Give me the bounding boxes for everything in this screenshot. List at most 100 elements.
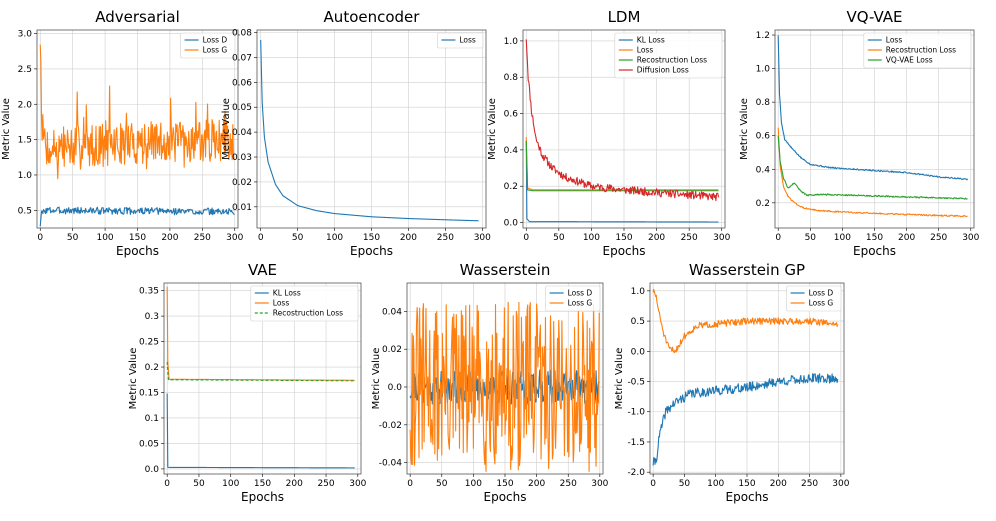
y-axis-label: Metric Value xyxy=(128,348,139,410)
legend-label: Loss xyxy=(637,46,654,55)
y-tick-label: 0.04 xyxy=(382,307,402,317)
legend-box xyxy=(863,32,972,69)
x-tick-label: 100 xyxy=(465,479,482,489)
x-tick-label: 50 xyxy=(292,233,304,243)
x-tick-label: 300 xyxy=(226,233,243,243)
x-tick-label: 150 xyxy=(615,233,632,243)
y-tick-label: 0.0 xyxy=(388,383,403,393)
legend-box xyxy=(180,32,236,59)
y-tick-label: 0.05 xyxy=(232,103,252,113)
legend-box xyxy=(614,32,723,79)
legend-label: KL Loss xyxy=(637,36,665,45)
legend-label: Loss D xyxy=(568,289,593,298)
y-tick-label: -0.04 xyxy=(379,459,403,469)
chart-title: VQ-VAE xyxy=(846,8,902,26)
x-tick-label: 150 xyxy=(129,233,146,243)
y-tick-label: 3.0 xyxy=(18,30,33,40)
legend-box xyxy=(545,285,601,312)
chart-title: Wasserstein xyxy=(460,261,551,279)
y-tick-label: 0.08 xyxy=(232,28,252,38)
y-tick-label: 0.8 xyxy=(504,73,519,83)
x-tick-label: 0 xyxy=(650,479,656,489)
x-tick-label: 200 xyxy=(770,479,787,489)
y-tick-label: 0.25 xyxy=(139,338,159,348)
y-tick-label: 0.15 xyxy=(139,389,159,399)
legend-label: Loss G xyxy=(203,46,228,55)
y-axis-label: Metric Value xyxy=(614,348,625,410)
x-tick-label: 0 xyxy=(407,479,413,489)
series-line-loss-g xyxy=(409,301,600,472)
legend-label: Loss xyxy=(273,299,290,308)
series-line-diffusion-loss xyxy=(525,39,720,202)
y-tick-label: 0.6 xyxy=(756,132,771,142)
legend-label: Recostruction Loss xyxy=(637,56,707,65)
legend-label: KL Loss xyxy=(273,289,301,298)
y-tick-label: 0.0 xyxy=(145,465,160,475)
chart-5: 0 50 100 150 200 250 300 0.0 0.05 0.1 0.15 0.2 0.25 0… xyxy=(128,261,367,504)
x-tick-label: 250 xyxy=(560,479,577,489)
x-axis-label: Epochs xyxy=(116,244,159,258)
x-tick-label: 250 xyxy=(437,233,454,243)
x-tick-label: 300 xyxy=(474,233,491,243)
chart-title: VAE xyxy=(248,261,277,279)
y-tick-label: 0.2 xyxy=(504,182,518,192)
y-tick-label: 0.5 xyxy=(631,317,645,327)
x-tick-label: 50 xyxy=(553,233,565,243)
y-tick-label: 0.4 xyxy=(756,165,771,175)
x-tick-label: 300 xyxy=(832,479,849,489)
y-tick-label: 2.5 xyxy=(18,65,32,75)
y-tick-label: 0.2 xyxy=(145,363,159,373)
x-tick-label: 0 xyxy=(258,233,264,243)
x-tick-label: 150 xyxy=(866,233,883,243)
x-tick-label: 200 xyxy=(898,233,915,243)
series-line-loss-d xyxy=(39,206,235,227)
y-axis-label: Metric Value xyxy=(739,98,750,160)
series-line-recostruction-loss xyxy=(525,140,719,192)
y-tick-label: 0.6 xyxy=(504,110,519,120)
y-tick-label: 1.0 xyxy=(756,65,771,75)
y-tick-label: -1.5 xyxy=(627,438,645,448)
x-tick-label: 0 xyxy=(523,233,529,243)
series-line-recostruction-loss xyxy=(166,361,355,382)
y-tick-label: 0.01 xyxy=(232,203,252,213)
y-tick-label: 0.02 xyxy=(382,345,402,355)
x-tick-label: 50 xyxy=(436,479,448,489)
x-tick-label: 300 xyxy=(349,479,366,489)
x-axis-label: Epochs xyxy=(241,490,284,504)
x-tick-label: 300 xyxy=(591,479,608,489)
legend-label: Loss D xyxy=(809,289,834,298)
x-tick-label: 0 xyxy=(775,233,781,243)
series-line-kl-loss xyxy=(166,393,355,469)
legend-label: Recostruction Loss xyxy=(886,46,956,55)
x-tick-label: 200 xyxy=(286,479,303,489)
y-tick-label: -0.5 xyxy=(627,378,645,388)
x-tick-label: 50 xyxy=(805,233,817,243)
x-tick-label: 100 xyxy=(707,479,724,489)
legend-label: Recostruction Loss xyxy=(273,309,343,318)
y-axis-label: Metric Value xyxy=(487,98,498,160)
y-tick-label: 2.0 xyxy=(18,100,33,110)
y-tick-label: -0.02 xyxy=(379,421,402,431)
x-tick-label: 150 xyxy=(254,479,271,489)
y-tick-label: 0.2 xyxy=(756,199,770,209)
x-tick-label: 200 xyxy=(528,479,545,489)
x-tick-label: 250 xyxy=(801,479,818,489)
chart-2: 0 50 100 150 200 250 300 0.01 0.02 0.03 0.04 0.05 0.… xyxy=(221,8,491,258)
x-axis-label: Epochs xyxy=(603,244,646,258)
series-line-loss-g xyxy=(652,288,839,354)
y-tick-label: 0.8 xyxy=(756,98,771,108)
x-tick-label: 0 xyxy=(164,479,170,489)
x-tick-label: 150 xyxy=(496,479,513,489)
x-tick-label: 250 xyxy=(194,233,211,243)
x-tick-label: 50 xyxy=(679,479,691,489)
y-axis-label: Metric Value xyxy=(371,348,382,410)
y-tick-label: 0.06 xyxy=(232,78,252,88)
series-line-vq-vae-loss xyxy=(777,136,968,200)
x-tick-label: 100 xyxy=(834,233,851,243)
chart-6: 0 50 100 150 200 250 300 -0.04 -0.02 0.0 0.02 0.04 W… xyxy=(371,261,609,504)
